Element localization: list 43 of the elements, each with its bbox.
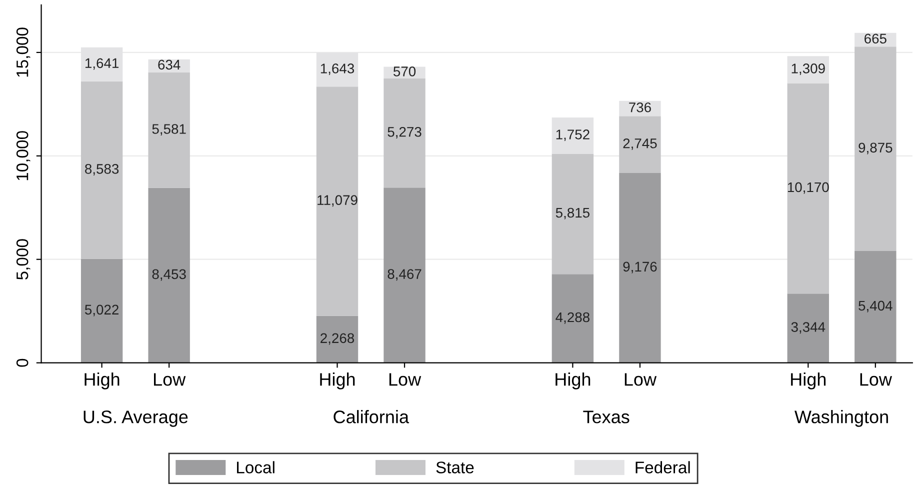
data-label: 5,022 [84, 304, 118, 316]
data-label: 8,583 [85, 164, 119, 176]
data-label: 9,176 [623, 262, 657, 274]
y-tick-label: 10,000 [16, 131, 30, 180]
y-tick-label: 15,000 [16, 28, 30, 77]
x-tick-label: High [320, 372, 355, 390]
x-tick-label: High [791, 372, 826, 390]
data-label: 634 [158, 60, 180, 70]
data-label: 11,079 [318, 195, 358, 207]
legend-label: Federal [636, 461, 690, 474]
text: Washington [794, 410, 888, 427]
data-label: 1,309 [792, 64, 825, 76]
x-tick-label: Low [860, 373, 892, 386]
x-tick-label: Low [154, 373, 186, 386]
data-label: 570 [393, 66, 416, 76]
data-label: 5,273 [388, 126, 422, 138]
data-label: 1,641 [85, 58, 119, 70]
y-tick-label: 0 [16, 358, 28, 367]
text: U.S. Average [84, 410, 188, 427]
text: Texas [583, 410, 630, 424]
data-label: 736 [629, 102, 651, 112]
data-label: 5,581 [152, 124, 186, 136]
legend-label: State [436, 462, 474, 474]
x-tick-label: Low [389, 373, 422, 386]
legend-label: Local [237, 461, 274, 474]
x-tick-label: High [84, 372, 120, 390]
x-tick-label: Low [624, 373, 657, 386]
data-label: 1,643 [320, 64, 354, 76]
data-label: 9,875 [858, 142, 892, 154]
data-label: 8,467 [388, 269, 422, 281]
data-label: 8,453 [152, 269, 186, 281]
x-tick-label: High [556, 372, 590, 390]
data-label: 665 [864, 34, 886, 44]
text: California [334, 410, 410, 424]
data-label: 2,268 [320, 333, 354, 345]
y-tick-label: 5,000 [16, 239, 30, 280]
data-label: 4,288 [556, 312, 590, 324]
data-label: 5,815 [556, 208, 590, 220]
data-label: 1,752 [556, 130, 590, 142]
data-label: 2,745 [623, 138, 657, 150]
data-label: 5,404 [858, 300, 892, 312]
data-label: 10,170 [788, 182, 829, 194]
data-label: 3,344 [791, 322, 826, 334]
